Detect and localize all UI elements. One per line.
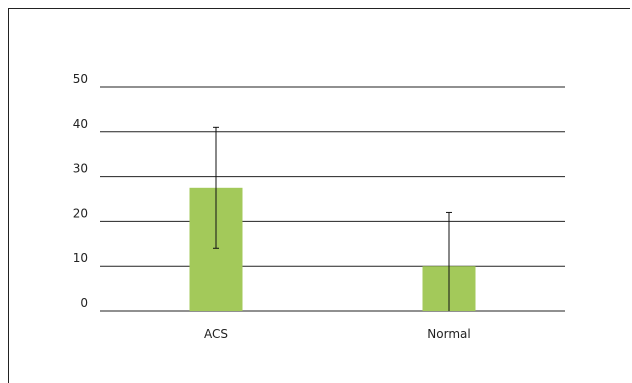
x-tick-labels: ACS Normal [204,327,471,341]
x-tick-label: ACS [204,327,228,341]
bars [189,187,476,311]
y-tick-label: 20 [73,206,88,220]
y-tick-label: 0 [80,296,88,310]
x-tick-label: Normal [427,327,470,341]
y-tick-labels: 0 10 20 30 40 50 [73,72,88,310]
chart-frame [8,8,630,383]
gridlines [100,86,565,312]
y-tick-label: 40 [73,117,88,131]
y-tick-label: 30 [73,162,88,176]
y-tick-label: 50 [73,72,88,86]
y-tick-label: 10 [73,251,88,265]
error-bars [213,126,452,311]
